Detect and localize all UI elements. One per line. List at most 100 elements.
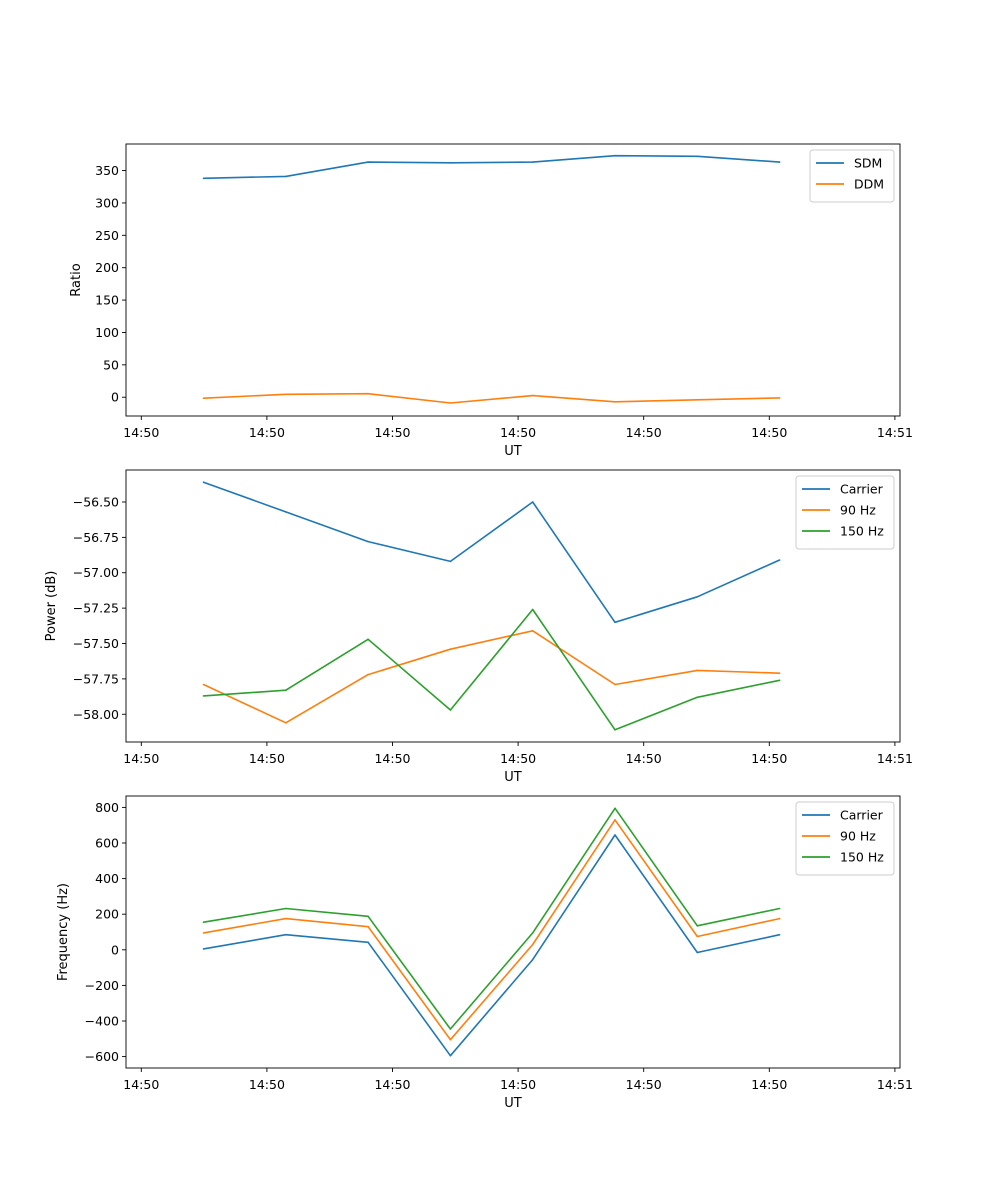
series-line-ddm — [203, 392, 780, 404]
x-tick-label: 14:50 — [249, 751, 285, 766]
x-tick-label: 14:51 — [877, 751, 913, 766]
y-axis-label: Frequency (Hz) — [56, 883, 71, 981]
data-point — [449, 560, 452, 563]
data-point — [614, 729, 616, 731]
data-point — [285, 917, 287, 920]
series-line-150-hz — [203, 608, 780, 731]
legend-label: Carrier — [840, 808, 884, 823]
x-tick-label: 14:50 — [751, 425, 787, 440]
series-line-150-hz — [203, 807, 780, 1030]
data-point — [614, 401, 616, 403]
x-tick-label: 14:50 — [249, 1077, 285, 1092]
y-tick-label: 50 — [103, 357, 119, 372]
data-point — [449, 162, 452, 164]
series-line-90-hz — [203, 629, 780, 724]
y-axis-label: Ratio — [69, 263, 84, 296]
data-point — [778, 672, 781, 674]
data-point — [778, 917, 781, 920]
data-point — [449, 402, 452, 404]
x-tick-label: 14:50 — [626, 1077, 662, 1092]
legend-label: 150 Hz — [840, 850, 884, 865]
data-point — [285, 175, 287, 178]
data-point — [367, 540, 369, 543]
y-tick-label: 0 — [111, 942, 119, 957]
y-axis-label: Power (dB) — [44, 571, 59, 642]
y-tick-label: −58.00 — [73, 707, 119, 722]
axes-frame — [125, 795, 901, 1069]
x-axis-label: UT — [504, 770, 522, 785]
y-tick-label: 200 — [95, 260, 119, 275]
data-point — [614, 819, 616, 821]
data-point — [778, 397, 781, 399]
y-tick-label: 100 — [95, 325, 119, 340]
y-tick-label: 800 — [95, 800, 119, 815]
data-point — [778, 907, 781, 910]
data-point — [531, 943, 534, 946]
data-point — [531, 608, 534, 611]
y-tick-label: 600 — [95, 835, 119, 850]
chart-panel-2: −58.00 −57.75 −57.50 −57.25 −57.00 −56.75 −56.… — [44, 469, 913, 785]
legend-label: SDM — [854, 156, 882, 171]
y-tick-label: −57.25 — [73, 601, 119, 616]
y-tick-label: −400 — [85, 1014, 119, 1029]
y-tick-label: −57.50 — [73, 636, 119, 651]
x-tick-label: 14:50 — [123, 1077, 159, 1092]
data-point — [367, 638, 369, 641]
data-point — [202, 177, 205, 180]
data-point — [531, 394, 534, 397]
legend-label: Carrier — [840, 482, 884, 497]
x-tick-label: 14:50 — [374, 1077, 410, 1092]
data-point — [696, 399, 699, 401]
x-tick-label: 14:50 — [626, 751, 662, 766]
data-point — [367, 673, 369, 676]
data-point — [367, 392, 369, 395]
data-point — [285, 933, 287, 936]
data-point — [449, 648, 452, 650]
x-tick-label: 14:50 — [500, 751, 536, 766]
y-tick-label: 150 — [95, 293, 119, 308]
series-line-carrier — [203, 481, 780, 624]
data-point — [614, 154, 616, 157]
data-point — [531, 630, 534, 632]
data-point — [285, 511, 287, 513]
data-point — [449, 1054, 452, 1057]
chart-panel-3: −600 −400 −200 0 200 400 600 800 14:50 14:50 14:50… — [56, 795, 913, 1111]
legend-label: 150 Hz — [840, 524, 884, 539]
data-point — [696, 155, 699, 158]
data-point — [778, 161, 781, 163]
x-tick-label: 14:50 — [626, 425, 662, 440]
data-point — [696, 596, 699, 598]
data-point — [285, 689, 287, 691]
data-point — [614, 807, 616, 810]
x-tick-label: 14:50 — [751, 1077, 787, 1092]
y-tick-label: −600 — [85, 1049, 119, 1064]
data-point — [285, 907, 287, 910]
data-point — [778, 679, 781, 682]
data-point — [449, 709, 452, 711]
y-tick-label: 350 — [95, 163, 119, 178]
data-point — [696, 696, 699, 699]
data-point — [367, 925, 369, 928]
data-point — [531, 958, 534, 961]
data-point — [531, 501, 534, 503]
data-point — [367, 941, 369, 944]
legend-label: DDM — [854, 177, 884, 192]
data-point — [202, 481, 205, 484]
data-point — [531, 932, 534, 934]
y-tick-label: 400 — [95, 871, 119, 886]
data-point — [449, 1028, 452, 1030]
data-point — [202, 397, 205, 400]
y-tick-label: 0 — [111, 390, 119, 405]
data-point — [778, 933, 781, 936]
axes-frame — [125, 143, 901, 417]
y-tick-label: −56.50 — [73, 494, 119, 509]
legend-label: 90 Hz — [840, 829, 876, 844]
x-axis-label: UT — [504, 444, 522, 459]
data-point — [285, 722, 287, 724]
x-tick-label: 14:50 — [500, 425, 536, 440]
x-tick-label: 14:51 — [877, 1077, 913, 1092]
data-point — [696, 925, 699, 927]
data-point — [202, 921, 205, 923]
y-tick-label: 200 — [95, 907, 119, 922]
